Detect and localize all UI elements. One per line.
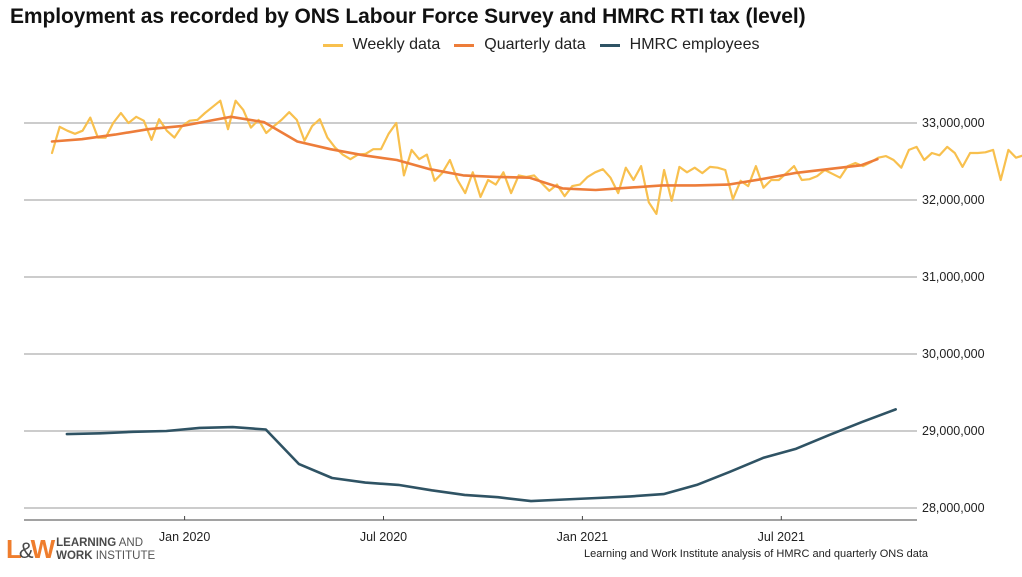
- chart-legend: Weekly data Quarterly data HMRC employee…: [0, 36, 1022, 54]
- logo-mark: L&W: [6, 534, 55, 564]
- series-line-quarterly-data: [50, 115, 879, 192]
- legend-label-weekly: Weekly data: [352, 36, 441, 53]
- y-axis-ticks: 28,000,000 29,000,000 30,000,000 31,000,000…: [922, 116, 985, 515]
- series-group: [50, 99, 1022, 503]
- legend-swatch-quarterly: [454, 43, 475, 47]
- y-tick-label: 33,000,000: [922, 116, 985, 130]
- legend-item-weekly: Weekly data: [322, 36, 441, 54]
- series-line-hmrc-employees: [65, 408, 898, 503]
- legend-swatch-weekly: [322, 43, 343, 47]
- y-tick-label: 32,000,000: [922, 193, 985, 207]
- legend-label-hmrc: HMRC employees: [629, 36, 760, 53]
- y-tick-label: 28,000,000: [922, 501, 985, 515]
- x-axis-ticks: Jan 2020 Jul 2020 Jan 2021 Jul 2021: [159, 516, 805, 544]
- x-tick-label: Jul 2021: [758, 530, 805, 544]
- legend-swatch-hmrc: [599, 43, 620, 47]
- legend-item-quarterly: Quarterly data: [454, 36, 586, 54]
- chart-title: Employment as recorded by ONS Labour For…: [10, 5, 806, 28]
- x-tick-label: Jan 2021: [557, 530, 608, 544]
- legend-item-hmrc: HMRC employees: [599, 36, 760, 54]
- y-tick-label: 29,000,000: [922, 424, 985, 438]
- source-note: Learning and Work Institute analysis of …: [584, 548, 929, 560]
- legend-label-quarterly: Quarterly data: [484, 36, 586, 53]
- x-tick-label: Jan 2020: [159, 530, 210, 544]
- y-tick-label: 30,000,000: [922, 347, 985, 361]
- series-line-weekly-data: [50, 99, 1022, 215]
- x-tick-label: Jul 2020: [360, 530, 407, 544]
- y-tick-label: 31,000,000: [922, 270, 985, 284]
- logo-text: LEARNING AND WORK INSTITUTE: [56, 537, 156, 562]
- lwi-logo: L&W LEARNING AND WORK INSTITUTE: [6, 536, 155, 564]
